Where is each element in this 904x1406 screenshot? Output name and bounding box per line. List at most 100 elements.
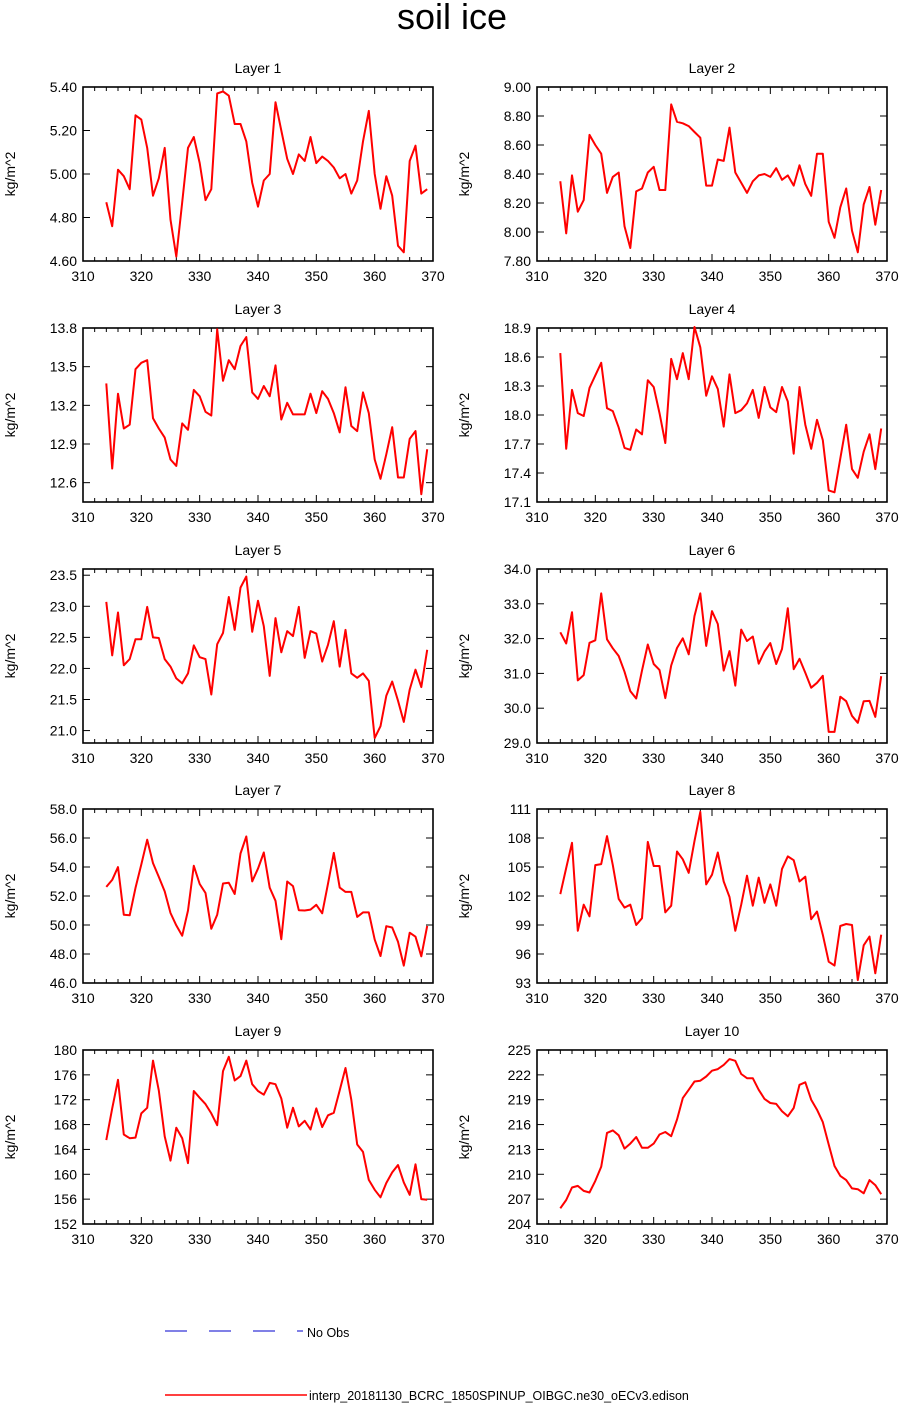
y-tick-label: 12.6 — [50, 475, 77, 491]
y-tick-label: 210 — [508, 1166, 532, 1182]
x-tick-label: 370 — [875, 1231, 899, 1247]
x-tick-label: 370 — [421, 1231, 445, 1247]
x-tick-label: 340 — [700, 1231, 724, 1247]
y-tick-label: 225 — [508, 1042, 532, 1058]
y-axis-label: kg/m^2 — [2, 1114, 18, 1159]
y-axis-label: kg/m^2 — [2, 151, 18, 196]
y-tick-label: 164 — [54, 1141, 78, 1157]
y-tick-label: 156 — [54, 1191, 78, 1207]
y-tick-label: 18.3 — [504, 378, 531, 394]
x-tick-label: 350 — [305, 750, 329, 766]
y-tick-label: 22.5 — [50, 629, 77, 645]
panel-title: Layer 2 — [689, 60, 736, 76]
y-tick-label: 50.0 — [50, 917, 77, 933]
x-tick-label: 360 — [363, 750, 387, 766]
panel-title: Layer 10 — [685, 1023, 740, 1039]
x-tick-label: 360 — [363, 509, 387, 525]
x-tick-label: 310 — [525, 1231, 549, 1247]
legend: No Obs interp_20181130_BCRC_1850SPINUP_O… — [165, 1326, 689, 1403]
y-tick-label: 102 — [508, 888, 532, 904]
y-tick-label: 18.6 — [504, 349, 531, 365]
series-line — [105, 328, 429, 496]
plot-frame — [536, 568, 888, 744]
chart-panels: Layer 1 310 320 330 340 350 360 370 4.60 4.80 5.00… — [2, 60, 899, 1247]
x-tick-label: 350 — [759, 509, 783, 525]
y-tick-label: 18.0 — [504, 407, 531, 423]
y-tick-label: 4.80 — [50, 210, 77, 226]
y-tick-label: 8.00 — [504, 224, 531, 240]
x-tick-label: 310 — [71, 990, 95, 1006]
y-axis-label: kg/m^2 — [456, 633, 472, 678]
series-line — [105, 90, 428, 258]
chart-panel-8: Layer 8 310 320 330 340 350 360 370 93 96 99 102 105… — [456, 782, 899, 1006]
x-tick-label: 310 — [525, 268, 549, 284]
y-tick-label: 4.60 — [50, 253, 77, 269]
x-tick-label: 370 — [875, 268, 899, 284]
y-tick-label: 30.0 — [504, 700, 531, 716]
x-tick-label: 360 — [817, 990, 841, 1006]
y-tick-label: 33.0 — [504, 596, 531, 612]
x-tick-label: 310 — [71, 1231, 95, 1247]
legend-obs-label: No Obs — [307, 1326, 349, 1340]
y-tick-label: 13.5 — [50, 359, 77, 375]
chart-panel-4: Layer 4 310 320 330 340 350 360 370 17.1 17.4 17.7… — [456, 301, 899, 525]
chart-panel-6: Layer 6 310 320 330 340 350 360 370 29.0 30.0 31.0… — [456, 542, 899, 766]
plot-frame — [536, 808, 888, 984]
y-axis-label: kg/m^2 — [2, 633, 18, 678]
y-tick-label: 207 — [508, 1191, 532, 1207]
y-tick-label: 105 — [508, 859, 532, 875]
x-tick-label: 350 — [759, 990, 783, 1006]
y-tick-label: 213 — [508, 1141, 532, 1157]
y-tick-label: 48.0 — [50, 946, 77, 962]
y-tick-label: 8.20 — [504, 195, 531, 211]
x-tick-label: 370 — [421, 268, 445, 284]
y-tick-label: 31.0 — [504, 665, 531, 681]
x-tick-label: 350 — [305, 268, 329, 284]
plot-frame — [536, 1049, 888, 1225]
x-tick-label: 310 — [525, 509, 549, 525]
plot-frame — [82, 86, 434, 262]
y-tick-label: 23.5 — [50, 567, 77, 583]
x-tick-label: 320 — [130, 268, 154, 284]
x-tick-label: 330 — [642, 750, 666, 766]
x-tick-label: 310 — [71, 509, 95, 525]
chart-panel-2: Layer 2 310 320 330 340 350 360 370 7.80 8.00 8.20… — [456, 60, 899, 284]
y-tick-label: 5.20 — [50, 123, 77, 139]
y-tick-label: 219 — [508, 1092, 532, 1108]
x-tick-label: 360 — [363, 268, 387, 284]
y-tick-label: 111 — [510, 801, 531, 817]
x-tick-label: 370 — [875, 990, 899, 1006]
y-tick-label: 216 — [508, 1117, 532, 1133]
page-title: soil ice — [396, 0, 508, 37]
x-tick-label: 370 — [421, 990, 445, 1006]
y-tick-label: 12.9 — [50, 436, 77, 452]
x-tick-label: 330 — [642, 990, 666, 1006]
x-tick-label: 360 — [363, 1231, 387, 1247]
legend-model-label: interp_20181130_BCRC_1850SPINUP_OIBGC.ne… — [309, 1389, 689, 1403]
y-tick-label: 34.0 — [504, 561, 531, 577]
y-axis-label: kg/m^2 — [456, 392, 472, 437]
y-tick-label: 172 — [54, 1092, 78, 1108]
y-tick-label: 32.0 — [504, 631, 531, 647]
y-tick-label: 17.7 — [504, 436, 531, 452]
x-tick-label: 320 — [130, 509, 154, 525]
y-axis-label: kg/m^2 — [2, 392, 18, 437]
y-axis-label: kg/m^2 — [456, 873, 472, 918]
x-tick-label: 350 — [759, 268, 783, 284]
x-tick-label: 340 — [246, 750, 270, 766]
x-tick-label: 330 — [188, 268, 212, 284]
series-line — [105, 835, 429, 967]
panel-title: Layer 8 — [689, 782, 736, 798]
x-tick-label: 350 — [759, 750, 783, 766]
chart-panel-10: Layer 10 310 320 330 340 350 360 370 204 207 210 21… — [456, 1023, 899, 1247]
chart-panel-3: Layer 3 310 320 330 340 350 360 370 12.6 12.9 13.2… — [2, 301, 445, 525]
y-axis-label: kg/m^2 — [456, 1114, 472, 1159]
x-tick-label: 330 — [188, 750, 212, 766]
y-tick-label: 168 — [54, 1117, 78, 1133]
series-line — [559, 1058, 883, 1209]
y-tick-label: 18.9 — [504, 320, 531, 336]
y-tick-label: 17.4 — [504, 465, 531, 481]
x-tick-label: 330 — [642, 509, 666, 525]
y-tick-label: 99 — [515, 917, 531, 933]
